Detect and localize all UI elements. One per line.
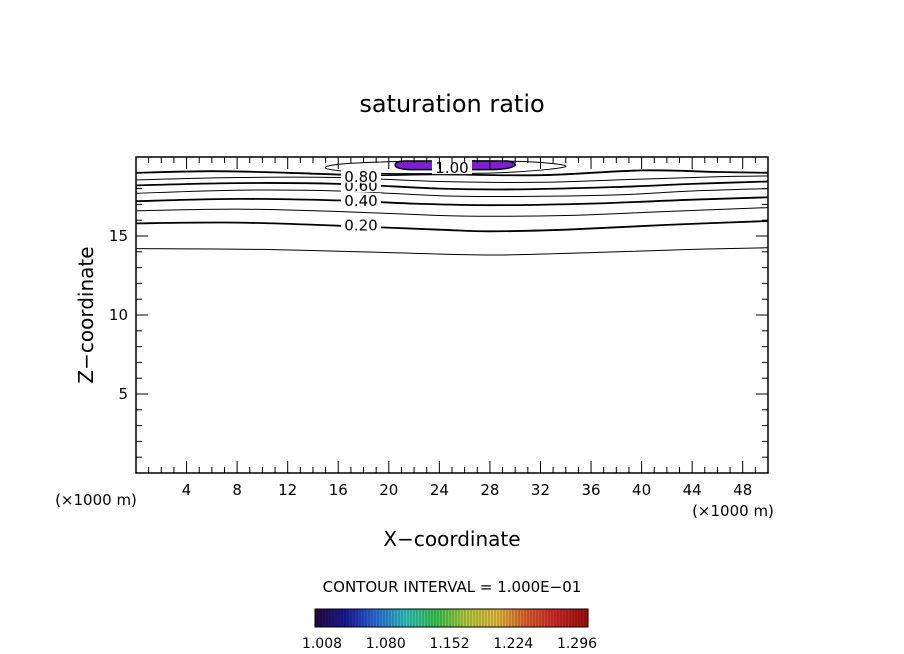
contour-line-0.60 <box>135 180 769 191</box>
contour-label-0.80: 0.80 <box>344 168 377 186</box>
plot-area: 0.200.400.600.80 1.004 8 12 16 20 24 28 32 36 40 44… <box>109 156 769 499</box>
x-tick-label: 44 <box>683 481 702 499</box>
colorbar-tick-label: 1.080 <box>366 636 406 652</box>
x-axis-label: X−coordinate <box>383 527 520 551</box>
y-tick-label: 15 <box>109 227 128 245</box>
contour-line-0.50 <box>135 188 769 198</box>
y-axis-label: Z−coordinate <box>74 246 98 383</box>
contour-line-0.10 <box>135 247 769 256</box>
x-tick-label: 4 <box>182 481 192 499</box>
contour-line-0.40 <box>135 196 769 207</box>
contour-label-0.40-bg <box>340 193 381 208</box>
colorbar-fill <box>314 608 589 628</box>
x-tick-label: 48 <box>733 481 752 499</box>
colorbar-tick-label: 1.152 <box>429 636 469 652</box>
x-tick-label: 20 <box>379 481 398 499</box>
x-tick-label: 24 <box>430 481 449 499</box>
y-tick-label: 10 <box>109 306 128 324</box>
x-tick-label: 8 <box>232 481 242 499</box>
colorbar-tick-label: 1.296 <box>557 636 597 652</box>
colorbar: 1.008 1.080 1.152 1.224 1.296 <box>302 608 597 652</box>
contour-line-0.30 <box>135 207 769 217</box>
x-tick-label: 28 <box>480 481 499 499</box>
contour-label-0.80-bg <box>340 168 381 183</box>
contour-label-1.00: 1.00 <box>435 159 468 177</box>
x-unit-right: (×1000 m) <box>692 502 774 520</box>
colorbar-tick-label: 1.008 <box>302 636 342 652</box>
x-unit-left: (×1000 m) <box>55 491 137 509</box>
x-tick-label: 12 <box>278 481 297 499</box>
contour-line-0.80 <box>135 169 769 177</box>
x-tick-label: 16 <box>329 481 348 499</box>
contour-line-0.70 <box>135 175 769 183</box>
contour-label-0.20-bg <box>340 217 381 232</box>
colorbar-tick-label: 1.224 <box>493 636 533 652</box>
contour-interval-text: CONTOUR INTERVAL = 1.000E−01 <box>323 578 582 596</box>
contour-label-1.00-bg <box>432 160 472 175</box>
x-tick-label: 36 <box>581 481 600 499</box>
contour-label-0.20: 0.20 <box>344 217 377 235</box>
x-tick-label: 32 <box>531 481 550 499</box>
x-tick-label: 40 <box>632 481 651 499</box>
contour-label-0.40: 0.40 <box>344 192 377 210</box>
contour-line-0.20 <box>135 220 769 233</box>
chart-title: saturation ratio <box>359 90 544 118</box>
y-tick-label: 5 <box>118 385 128 403</box>
